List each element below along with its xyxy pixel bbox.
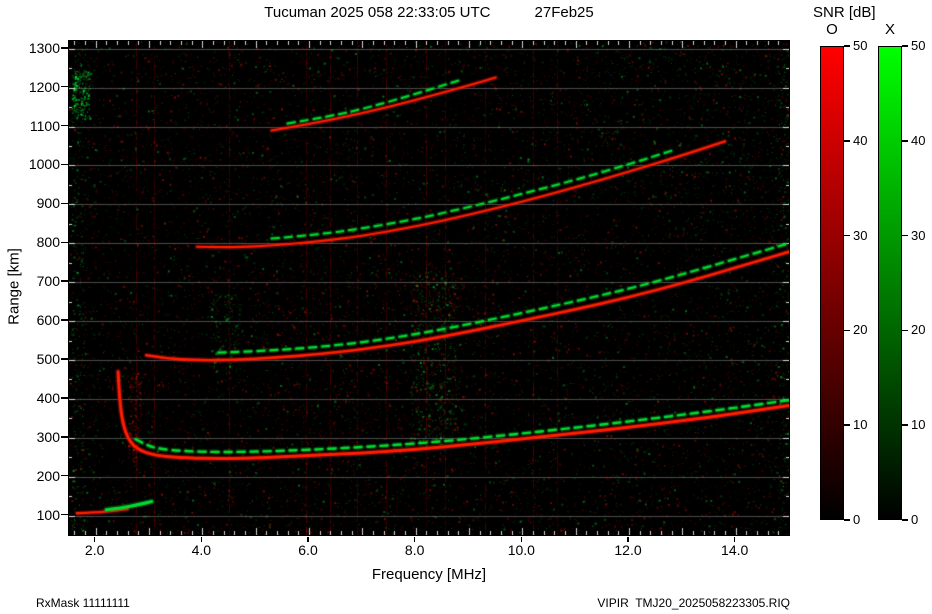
x-axis-label: Frequency [MHz]: [371, 566, 487, 583]
y-tick-label: 500: [36, 350, 60, 367]
ionogram-canvas: [69, 41, 789, 535]
y-tick-mark: [61, 241, 68, 244]
x-tick-label: 10.0: [507, 542, 535, 558]
colorbar-tick-label: 50: [853, 38, 868, 53]
colorbar-tick-label: 40: [911, 132, 926, 148]
colorbar-tick-label: 10: [911, 417, 926, 433]
colorbar-tick-mark: [844, 45, 850, 47]
colorbar-tick-mark: [902, 140, 908, 142]
y-tick-label: 700: [36, 273, 60, 290]
x-tick-label: 4.0: [191, 542, 212, 558]
page-title: Tucuman 2025 058 22:33:05 UTC: [264, 4, 491, 21]
x-tick-label: 12.0: [614, 542, 642, 558]
colorbar-title: SNR [dB]: [813, 4, 876, 21]
y-tick-label: 1300: [28, 39, 60, 56]
y-tick-mark: [61, 202, 68, 205]
y-tick-mark: [61, 85, 68, 88]
colorbar-tick-label: 10: [853, 417, 868, 433]
o-mode-colorbar: [820, 46, 844, 520]
colorbar-tick-mark: [902, 424, 908, 426]
y-tick-label: 300: [36, 428, 60, 445]
x-tick-mark: [627, 537, 629, 542]
colorbar-tick-label: 0: [853, 512, 861, 527]
o-mode-label: O: [826, 21, 838, 38]
y-tick-label: 100: [36, 506, 60, 523]
x-tick-mark: [200, 537, 203, 542]
colorbar-tick-mark: [844, 140, 850, 142]
colorbar-tick-label: 30: [853, 227, 868, 243]
y-tick-mark: [61, 513, 68, 516]
y-tick-mark: [61, 124, 68, 127]
colorbar-tick-mark: [844, 329, 850, 332]
y-tick-label: 1200: [28, 78, 60, 95]
x-tick-label: 8.0: [404, 542, 425, 558]
x-mode-colorbar: [878, 46, 902, 520]
x-tick-mark: [733, 537, 736, 542]
y-tick-mark: [61, 319, 68, 321]
colorbar-tick-mark: [902, 234, 908, 237]
colorbar-tick-label: 20: [853, 322, 868, 338]
plot-area: [68, 40, 790, 536]
x-mode-label: X: [884, 21, 895, 38]
y-tick-label: 1100: [29, 117, 60, 134]
x-tick-label: 6.0: [298, 542, 318, 558]
file-name-text: VIPIR TMJ20_2025058223305.RIQ: [597, 596, 790, 610]
x-tick-label: 14.0: [721, 542, 749, 558]
colorbar-tick-label: 30: [911, 227, 926, 243]
y-tick-mark: [61, 358, 68, 360]
colorbar-tick-mark: [902, 519, 908, 521]
colorbar-tick-label: 40: [853, 132, 868, 148]
x-tick-mark: [93, 537, 96, 542]
y-tick-mark: [61, 280, 68, 282]
colorbar-tick-mark: [844, 234, 850, 237]
x-tick-mark: [520, 537, 523, 542]
x-tick-mark: [307, 537, 309, 542]
y-tick-label: 1000: [28, 156, 60, 173]
y-tick-label: 900: [36, 195, 60, 212]
y-tick-mark: [61, 474, 68, 477]
colorbar-tick-mark: [844, 424, 850, 426]
y-tick-label: 800: [36, 234, 60, 251]
colorbar-tick-mark: [844, 519, 850, 521]
colorbar-tick-mark: [902, 329, 908, 332]
page-date: 27Feb25: [534, 4, 594, 21]
rxmask-text: RxMask 11111111: [36, 596, 130, 610]
colorbar-tick-label: 50: [911, 38, 926, 53]
x-tick-label: 2.0: [84, 542, 105, 558]
y-tick-mark: [61, 397, 68, 399]
colorbar-tick-mark: [902, 45, 908, 47]
y-tick-label: 200: [36, 467, 60, 484]
x-tick-mark: [413, 537, 416, 542]
colorbar-tick-label: 20: [911, 322, 926, 338]
header: Tucuman 2025 058 22:33:05 UTC 27Feb25: [68, 4, 790, 21]
y-tick-mark: [61, 436, 68, 438]
y-tick-label: 600: [36, 312, 60, 329]
y-tick-mark: [61, 47, 68, 49]
colorbar-tick-label: 0: [911, 512, 919, 527]
y-tick-label: 400: [36, 389, 60, 406]
y-tick-mark: [61, 163, 68, 166]
